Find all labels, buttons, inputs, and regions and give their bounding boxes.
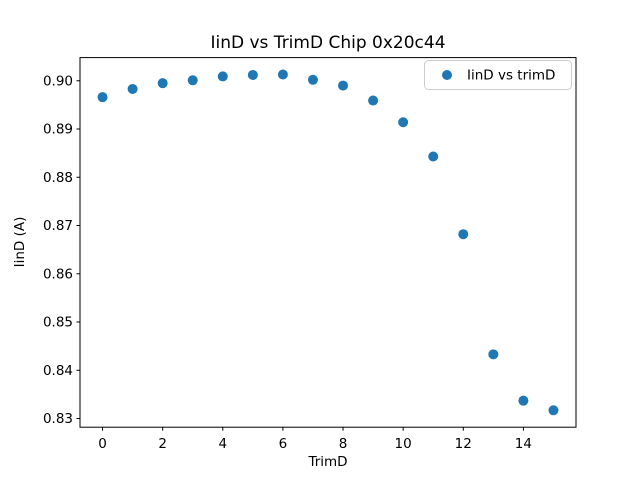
x-tick-label: 12 (455, 436, 472, 452)
scatter-point (157, 78, 168, 89)
scatter-point (307, 74, 318, 85)
scatter-point (247, 69, 258, 80)
legend-entry-label: IinD vs trimD (467, 68, 555, 84)
y-tick-label: 0.89 (43, 122, 73, 138)
x-tick-label: 10 (395, 436, 412, 452)
legend: IinD vs trimD (424, 60, 572, 90)
scatter-point (548, 405, 559, 416)
scatter-point (277, 69, 288, 80)
scatter-point (127, 83, 138, 94)
x-tick-label: 8 (339, 436, 348, 452)
y-tick-label: 0.85 (43, 315, 73, 331)
scatter-point (97, 92, 108, 103)
legend-marker-icon (442, 70, 452, 80)
scatter-point (187, 75, 198, 86)
x-tick-label: 0 (98, 436, 107, 452)
axes-frame (79, 57, 577, 428)
y-axis-label: IinD (A) (12, 217, 28, 268)
scatter-point (338, 80, 349, 91)
scatter-point (398, 117, 409, 128)
scatter-point (518, 395, 529, 406)
y-tick-label: 0.88 (43, 170, 73, 186)
x-tick-label: 14 (515, 436, 532, 452)
scatter-points-layer (97, 69, 559, 416)
x-tick-label: 4 (218, 436, 227, 452)
scatter-point (458, 229, 469, 240)
y-tick-label: 0.83 (43, 411, 73, 427)
scatter-point (488, 349, 499, 360)
scatter-point (217, 71, 228, 82)
y-tick-label: 0.87 (43, 218, 73, 234)
scatter-point (368, 95, 379, 106)
y-tick-label: 0.90 (43, 73, 73, 89)
x-tick-label: 6 (279, 436, 288, 452)
ticks-layer: 0 2 4 6 8 10 12 14 0.83 0.84 0.85 0.86 0.87 0.88 0.89 0… (43, 73, 532, 452)
y-tick-label: 0.86 (43, 266, 73, 282)
legend-frame (424, 60, 572, 90)
scatter-point (428, 151, 439, 162)
chart-title: IinD vs TrimD Chip 0x20c44 (210, 33, 445, 53)
y-tick-label: 0.84 (43, 363, 73, 379)
x-tick-label: 2 (158, 436, 167, 452)
x-axis-label: TrimD (307, 454, 347, 470)
